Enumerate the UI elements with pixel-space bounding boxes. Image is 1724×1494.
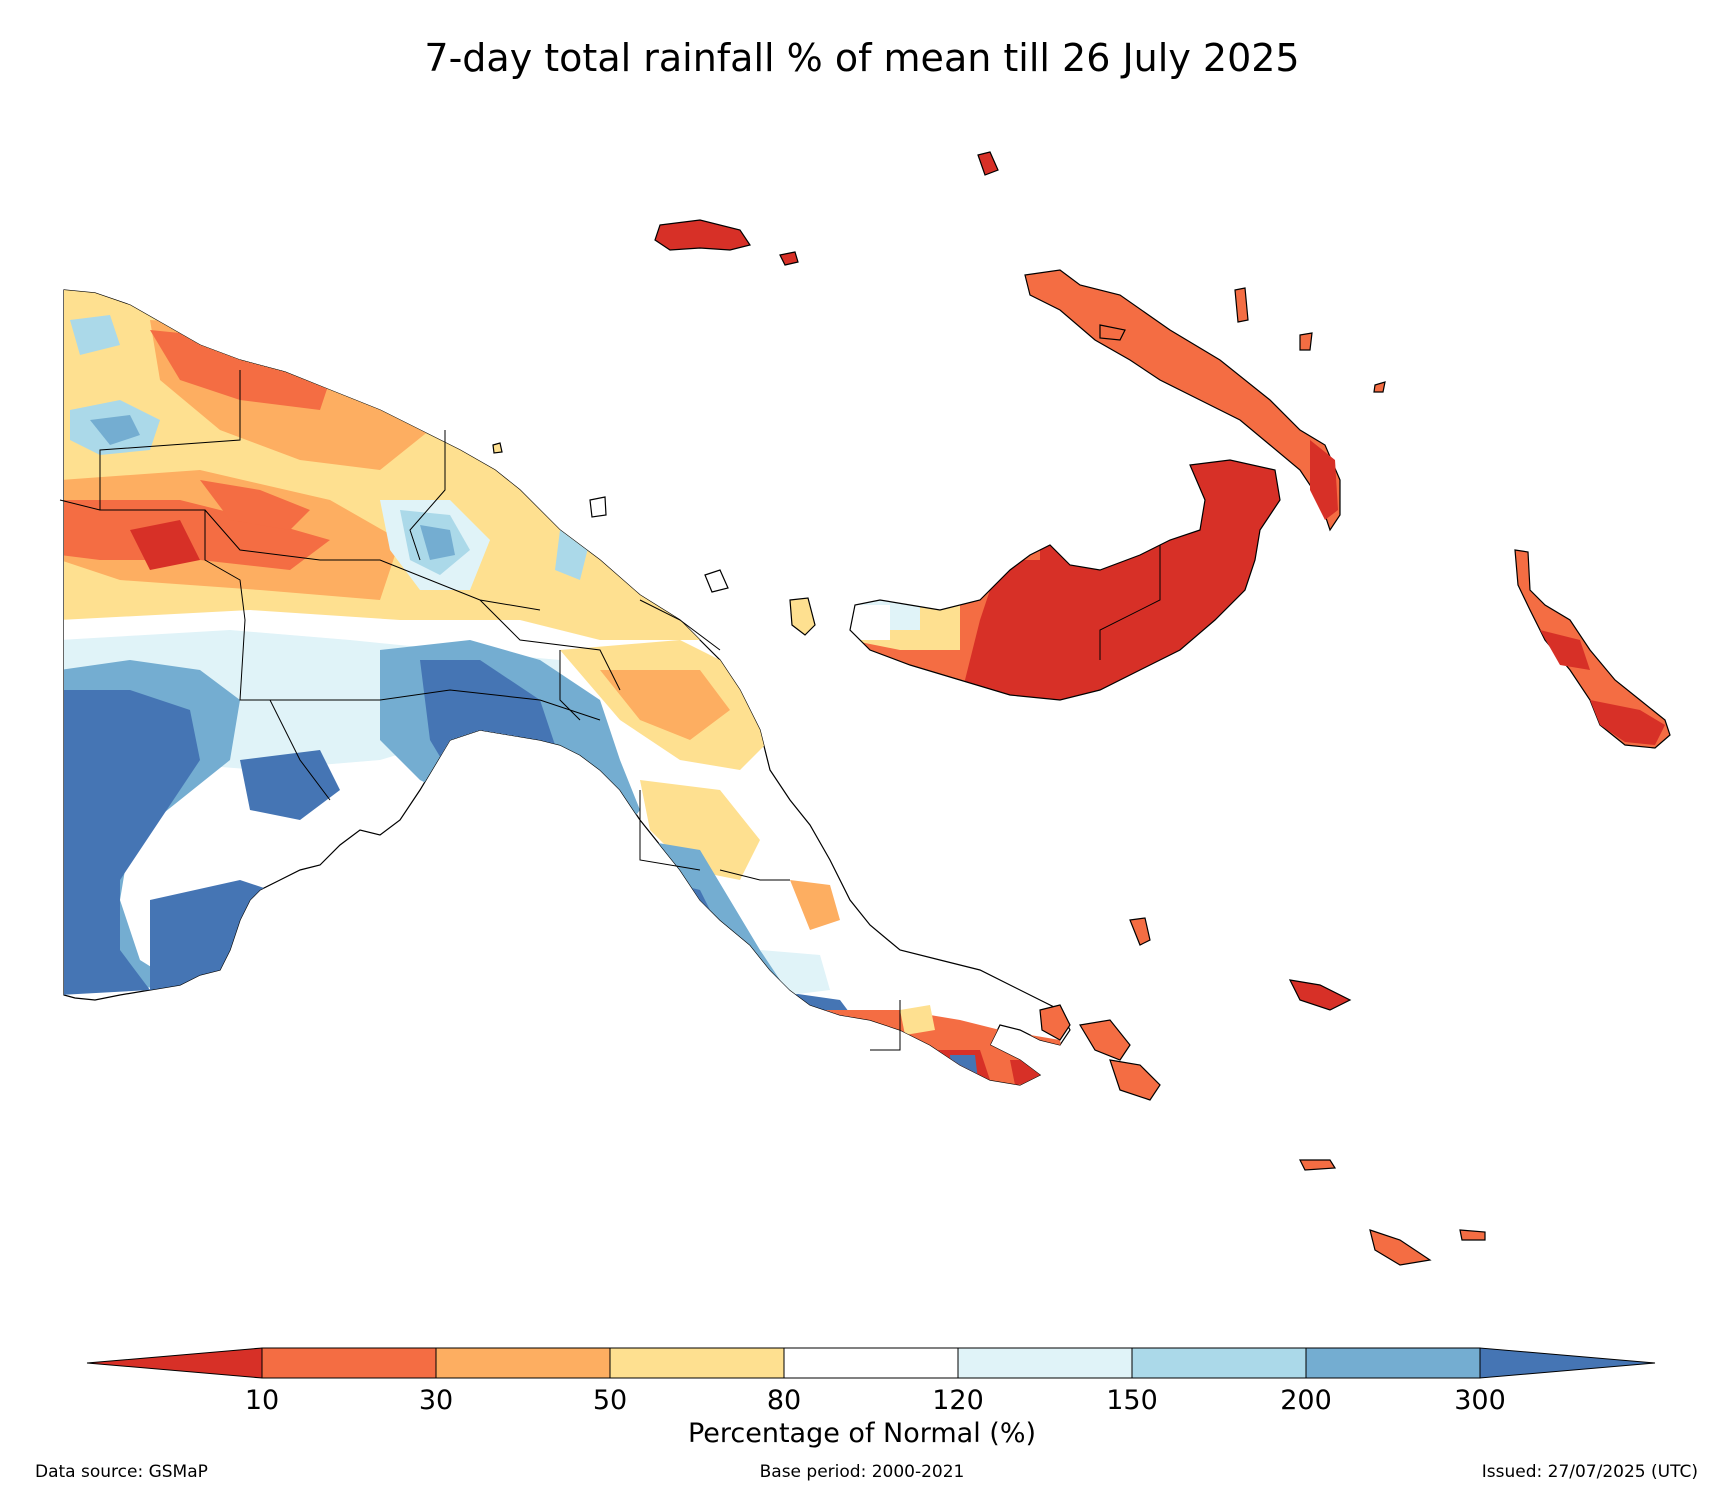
colorbar-bin-80-120 bbox=[783, 1347, 959, 1379]
colorbar-bin-200-300 bbox=[1305, 1347, 1481, 1379]
rainfall-map bbox=[59, 151, 1671, 1266]
colorbar-tick-200: 200 bbox=[1280, 1385, 1332, 1416]
bougainville bbox=[1514, 549, 1671, 749]
colorbar-title: Percentage of Normal (%) bbox=[687, 1418, 1037, 1449]
colorbar bbox=[86, 1347, 1656, 1379]
new-ireland bbox=[1024, 269, 1341, 532]
colorbar-tick-300: 300 bbox=[1454, 1385, 1506, 1416]
colorbar-tick-30: 30 bbox=[418, 1385, 454, 1416]
colorbar-tick-120: 120 bbox=[932, 1385, 984, 1416]
province-boundaries bbox=[59, 370, 901, 1051]
manus-island bbox=[654, 151, 1386, 393]
base-period: Base period: 2000-2021 bbox=[759, 1462, 965, 1482]
colorbar-bin-120-150 bbox=[957, 1347, 1133, 1379]
colorbar-bin-50-80 bbox=[609, 1347, 785, 1379]
colorbar-tick-10: 10 bbox=[244, 1385, 280, 1416]
colorbar-tick-150: 150 bbox=[1106, 1385, 1158, 1416]
colorbar-tick-50: 50 bbox=[592, 1385, 628, 1416]
map-title: 7-day total rainfall % of mean till 26 J… bbox=[424, 36, 1300, 80]
colorbar-extend-high bbox=[1479, 1347, 1656, 1379]
colorbar-bin-10-30 bbox=[261, 1347, 437, 1379]
issued-date: Issued: 27/07/2025 (UTC) bbox=[1481, 1462, 1698, 1482]
colorbar-tick-80: 80 bbox=[766, 1385, 802, 1416]
colorbar-extend-low bbox=[86, 1347, 263, 1379]
data-source: Data source: GSMaP bbox=[35, 1462, 208, 1482]
small-islands-west bbox=[492, 442, 816, 636]
milne-bay-islands bbox=[1039, 917, 1486, 1266]
colorbar-bin-150-200 bbox=[1131, 1347, 1307, 1379]
colorbar-bin-30-50 bbox=[435, 1347, 611, 1379]
new-britain bbox=[849, 459, 1281, 701]
